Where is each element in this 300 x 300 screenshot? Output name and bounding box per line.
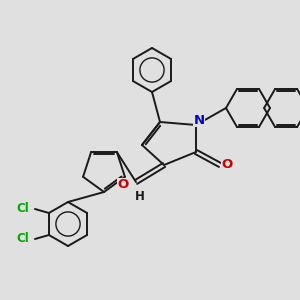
Text: Cl: Cl [16,202,29,215]
Text: O: O [117,178,128,191]
Text: N: N [194,113,205,127]
Text: O: O [221,158,233,172]
Text: H: H [135,190,145,202]
Text: Cl: Cl [16,232,29,245]
